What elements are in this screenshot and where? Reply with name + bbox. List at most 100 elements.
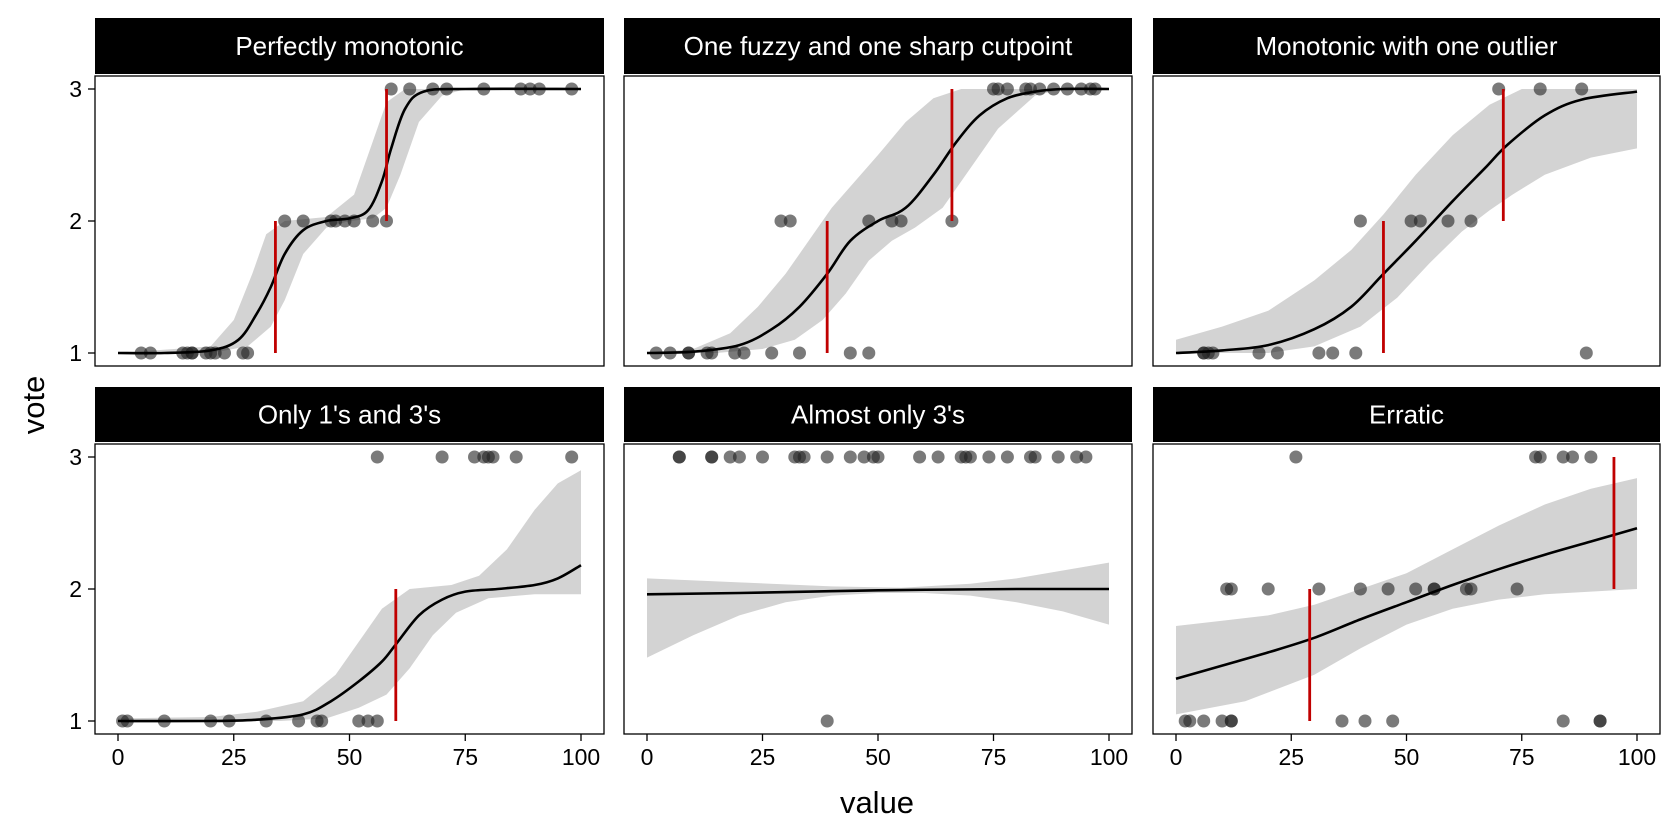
x-tick-label: 0 xyxy=(112,744,125,770)
confidence-ribbon xyxy=(647,562,1109,658)
data-point xyxy=(871,450,885,464)
confidence-ribbon xyxy=(1176,478,1637,715)
data-point xyxy=(894,214,908,228)
panel-strip xyxy=(95,387,604,442)
data-point xyxy=(820,450,834,464)
data-point xyxy=(820,714,834,728)
y-tick-label: 2 xyxy=(69,576,82,602)
data-point xyxy=(1556,450,1570,464)
x-tick-label: 100 xyxy=(1090,744,1128,770)
data-point xyxy=(1215,714,1229,728)
data-point xyxy=(1312,346,1326,360)
data-point xyxy=(991,82,1005,96)
data-point xyxy=(931,450,945,464)
panel-strip xyxy=(1153,387,1660,442)
panel-strip xyxy=(624,387,1132,442)
data-point xyxy=(1252,346,1266,360)
data-point xyxy=(1409,582,1423,596)
x-tick-label: 25 xyxy=(1278,744,1304,770)
data-point xyxy=(1566,450,1579,464)
y-tick-label: 1 xyxy=(69,340,82,366)
data-point xyxy=(1289,450,1303,464)
panel-title: Perfectly monotonic xyxy=(235,31,463,61)
data-point xyxy=(315,714,329,728)
data-point xyxy=(1404,214,1418,228)
data-point xyxy=(1579,346,1593,360)
data-point xyxy=(1464,582,1478,596)
x-tick-label: 25 xyxy=(221,744,247,770)
data-point xyxy=(1197,714,1211,728)
data-point xyxy=(1224,714,1238,728)
data-point xyxy=(1464,214,1478,228)
panel-title: Monotonic with one outlier xyxy=(1255,31,1557,61)
data-point xyxy=(857,450,871,464)
data-point xyxy=(885,214,899,228)
data-point xyxy=(737,346,751,360)
data-point xyxy=(468,450,481,464)
y-axis-title: vote xyxy=(16,376,51,435)
x-tick-label: 0 xyxy=(1170,744,1183,770)
panel-border xyxy=(623,75,1133,367)
x-tick-label: 0 xyxy=(641,744,654,770)
x-tick-label: 25 xyxy=(750,744,776,770)
data-point xyxy=(1593,714,1607,728)
panel-border xyxy=(1152,75,1661,367)
data-point xyxy=(296,214,310,228)
y-tick-label: 3 xyxy=(69,76,82,102)
x-axis-title: value xyxy=(840,785,914,820)
data-point xyxy=(259,714,273,728)
panel-plot-area xyxy=(1175,82,1638,360)
data-point xyxy=(756,450,769,464)
data-point xyxy=(1353,582,1367,596)
data-point xyxy=(384,82,398,96)
x-tick-label: 100 xyxy=(562,744,600,770)
data-point xyxy=(1349,346,1363,360)
panels-layer: Perfectly monotonic 1 2 3 One fuzzy and one … xyxy=(69,18,1661,770)
data-point xyxy=(797,450,811,464)
data-point xyxy=(1353,214,1367,228)
panel-6: Erratic 0 25 50 75 100 xyxy=(1152,387,1661,770)
data-point xyxy=(1270,346,1284,360)
y-tick-label: 3 xyxy=(69,444,82,470)
data-point xyxy=(1312,582,1326,596)
data-point xyxy=(783,214,797,228)
data-point xyxy=(723,450,737,464)
data-point xyxy=(370,450,384,464)
data-point xyxy=(565,450,579,464)
data-point xyxy=(728,346,742,360)
y-tick-label: 1 xyxy=(69,708,82,734)
data-point xyxy=(843,450,857,464)
data-point xyxy=(705,450,719,464)
data-point xyxy=(1533,82,1547,96)
panel-1: Perfectly monotonic 1 2 3 xyxy=(69,18,605,367)
fit-line xyxy=(646,587,1110,596)
data-point xyxy=(1575,82,1589,96)
data-point xyxy=(672,450,686,464)
data-point xyxy=(1224,582,1238,596)
data-point xyxy=(1335,714,1349,728)
x-tick-label: 50 xyxy=(1394,744,1420,770)
data-point xyxy=(1510,582,1524,596)
data-point xyxy=(1413,214,1427,228)
panel-strip xyxy=(1153,18,1660,74)
panel-title: Only 1's and 3's xyxy=(258,400,441,430)
data-point xyxy=(1556,714,1570,728)
fit-line xyxy=(117,87,582,355)
data-point xyxy=(292,714,306,728)
data-point xyxy=(403,82,417,96)
data-point xyxy=(843,346,857,360)
x-tick-label: 50 xyxy=(337,744,363,770)
data-point xyxy=(366,214,380,228)
data-point xyxy=(1381,582,1395,596)
data-point xyxy=(1206,346,1220,360)
x-tick-label: 75 xyxy=(1509,744,1535,770)
panel-plot-area xyxy=(117,82,582,360)
data-point xyxy=(241,346,255,360)
x-tick-label: 75 xyxy=(981,744,1007,770)
data-point xyxy=(1070,450,1084,464)
data-point xyxy=(774,214,788,228)
data-point xyxy=(963,450,977,464)
panel-plot-area xyxy=(646,82,1110,360)
data-point xyxy=(913,450,927,464)
